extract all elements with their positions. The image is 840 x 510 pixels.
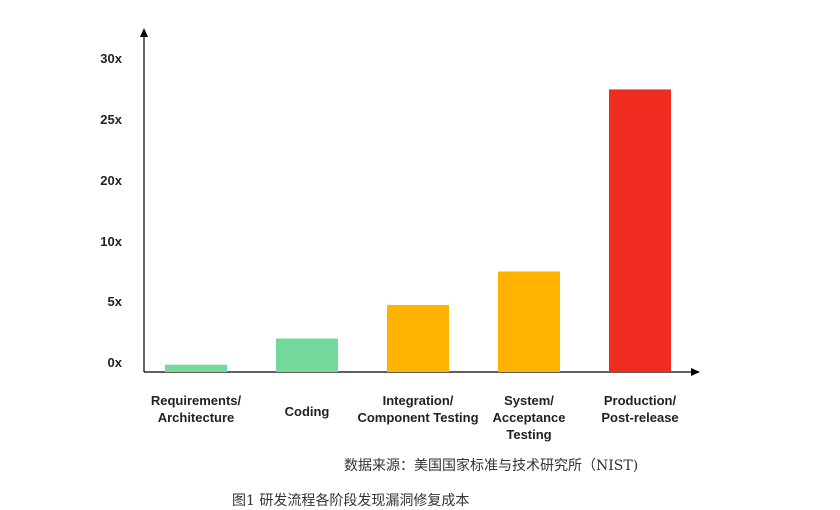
x-category-label-line: System/	[504, 393, 554, 408]
x-category-label-line: Component Testing	[357, 410, 478, 425]
x-category-label-line: Coding	[285, 404, 330, 419]
x-category-label-line: Acceptance	[493, 410, 566, 425]
x-category-label: Coding	[285, 404, 330, 419]
bar	[498, 271, 560, 372]
x-category-label-line: Testing	[506, 427, 551, 442]
y-axis-arrow	[140, 28, 148, 37]
y-tick-labels: 0x 5x 10x 20x 25x 30x	[100, 51, 122, 370]
x-category-label-line: Production/	[604, 393, 677, 408]
bar	[276, 338, 338, 372]
data-source-note: 数据来源：美国国家标准与技术研究所（NIST)	[344, 458, 639, 474]
bar	[387, 305, 449, 372]
x-category-label: Integration/Component Testing	[357, 393, 478, 425]
x-category-label-line: Architecture	[158, 410, 235, 425]
x-category-label-line: Integration/	[383, 393, 454, 408]
figure-caption: 图1 研发流程各阶段发现漏洞修复成本	[232, 493, 470, 509]
x-category-label: System/Acceptance Testing	[493, 393, 566, 442]
x-category-label: Requirements/Architecture	[151, 393, 242, 425]
y-tick-label: 25x	[100, 112, 122, 127]
x-category-label: Production/Post-release	[601, 393, 678, 425]
bars	[165, 89, 671, 373]
x-category-label-line: Post-release	[601, 410, 678, 425]
x-category-labels: Requirements/Architecture Coding Integrati…	[151, 393, 679, 442]
bar	[165, 364, 227, 372]
y-tick-label: 10x	[100, 234, 122, 249]
bar	[609, 89, 671, 373]
x-category-label-line: Requirements/	[151, 393, 242, 408]
x-axis-arrow	[691, 368, 700, 376]
y-tick-label: 20x	[100, 173, 122, 188]
y-tick-label: 5x	[108, 294, 123, 309]
y-tick-label: 30x	[100, 51, 122, 66]
y-tick-label: 0x	[108, 355, 123, 370]
